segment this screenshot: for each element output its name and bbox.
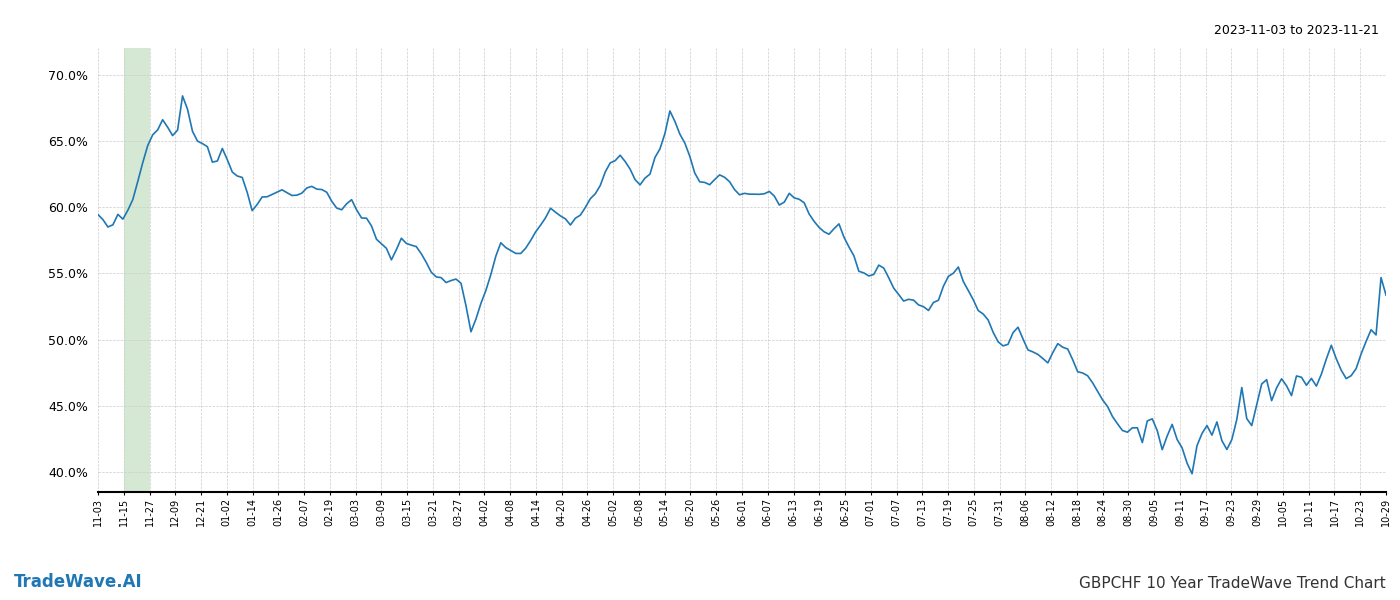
Bar [123, 48, 150, 492]
Text: GBPCHF 10 Year TradeWave Trend Chart: GBPCHF 10 Year TradeWave Trend Chart [1079, 576, 1386, 591]
Text: TradeWave.AI: TradeWave.AI [14, 573, 143, 591]
Text: 2023-11-03 to 2023-11-21: 2023-11-03 to 2023-11-21 [1214, 24, 1379, 37]
